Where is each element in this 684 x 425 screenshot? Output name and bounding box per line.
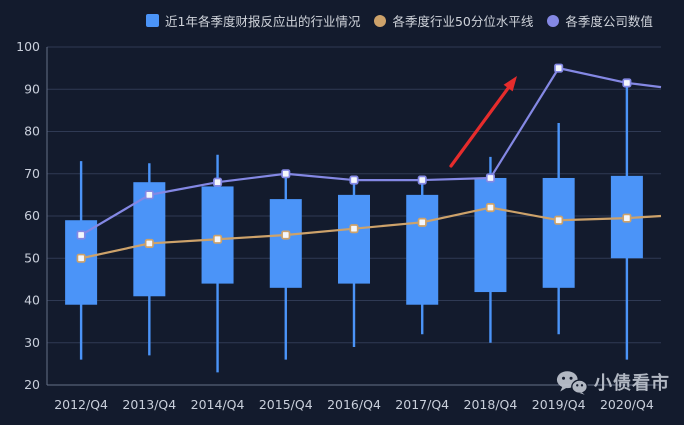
data-point [554,63,564,73]
y-axis-label: 70 [24,166,40,181]
data-point [213,234,223,244]
legend-marker-circle-icon [374,14,387,27]
data-point [622,213,632,223]
x-axis-label: 2019/Q4 [532,397,586,412]
y-axis-label: 30 [24,335,40,350]
x-axis-label: 2020/Q4 [600,397,654,412]
company-value-line [80,67,662,236]
legend-item-industry-range[interactable]: 近1年各季度财报反应出的行业情况 [146,11,360,30]
data-point [281,230,291,240]
data-point [417,217,427,227]
y-axis-label: 80 [24,124,40,139]
candle-box [338,194,370,284]
x-axis-label: 2014/Q4 [191,397,245,412]
x-axis-label: 2018/Q4 [464,397,518,412]
candle-box [406,194,439,305]
legend: 近1年各季度财报反应出的行业情况 各季度行业50分位水平线 各季度公司数值 [146,11,653,30]
data-point [349,224,359,234]
data-point [144,238,154,249]
legend-item-company-value[interactable]: 各季度公司数值 [547,11,653,30]
y-axis-label: 40 [24,293,40,308]
legend-marker-square-icon [146,14,159,27]
data-point [622,78,632,88]
data-point [554,215,564,225]
percentile-line [80,206,662,260]
y-axis-label: 20 [24,377,40,392]
data-point [76,253,86,263]
data-point [417,175,427,185]
candle-box [474,177,507,293]
data-point [485,173,495,183]
x-axis-label: 2016/Q4 [327,397,381,412]
legend-label: 各季度行业50分位水平线 [392,14,534,29]
x-axis-label: 2012/Q4 [54,397,108,412]
y-axis-label: 100 [16,39,40,54]
wechat-icon [556,370,588,395]
x-axis-label: 2015/Q4 [259,397,313,412]
trend-arrow-shaft [449,84,512,168]
watermark-text: 小债看市 [594,373,670,394]
x-axis-label: 2013/Q4 [122,397,176,412]
candle-box [269,199,302,288]
data-point [213,177,223,187]
x-axis-label: 2017/Q4 [395,397,449,412]
y-axis-label: 90 [24,81,40,96]
legend-label: 近1年各季度财报反应出的行业情况 [165,14,361,29]
legend-item-50th-percentile[interactable]: 各季度行业50分位水平线 [374,11,533,30]
watermark: 小债看市 [556,369,670,395]
y-axis-label: 50 [24,250,40,265]
y-axis-label: 60 [24,208,40,223]
data-point [349,175,359,185]
legend-label: 各季度公司数值 [565,14,653,29]
trend-arrow-head-icon [503,76,517,92]
data-point [281,169,291,179]
data-point [485,203,495,213]
data-point [76,230,86,240]
data-point [144,190,154,200]
candle-box [542,177,575,288]
legend-marker-circle-icon [547,14,560,27]
